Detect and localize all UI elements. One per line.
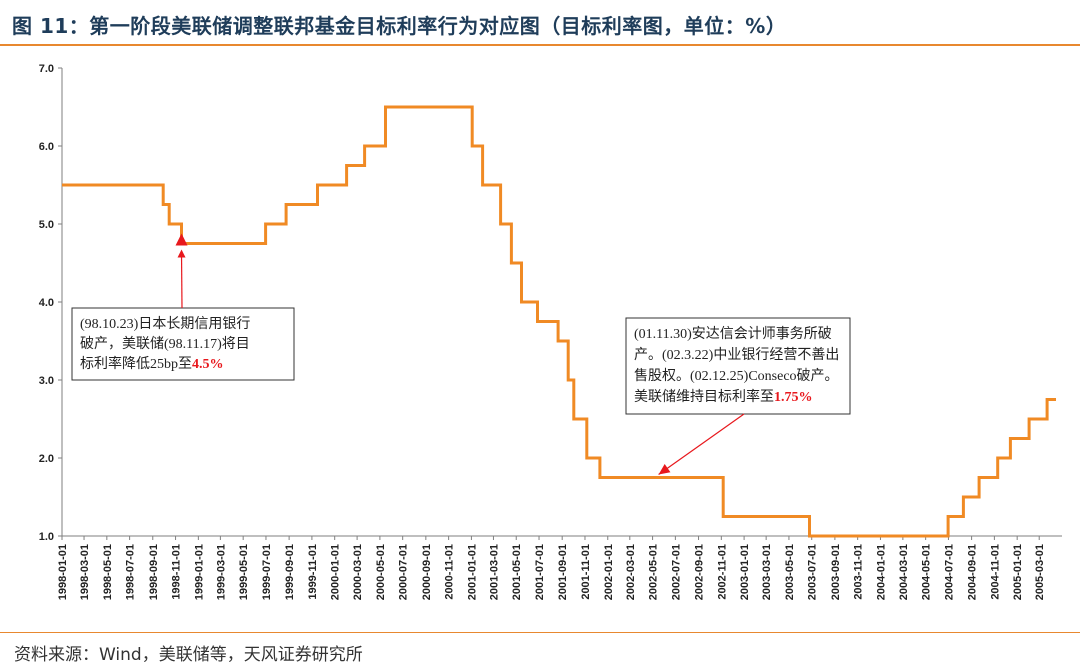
x-tick-label: 2000-05-01 — [375, 544, 387, 600]
annotation-arrowhead — [177, 249, 186, 258]
title-divider — [0, 44, 1080, 46]
x-tick-label: 2003-11-01 — [853, 544, 865, 600]
x-tick-label: 1999-01-01 — [193, 544, 205, 600]
x-tick-label: 2002-03-01 — [625, 544, 637, 600]
x-tick-label: 1999-11-01 — [307, 544, 319, 600]
rate-step-chart: 1.0 2.0 3.0 4.0 5.0 6.0 7.0 1998-01-01 1998-03-0… — [39, 63, 1062, 600]
annotation-text-line: (01.11.30)安达信会计师事务所破 — [634, 326, 832, 342]
annotation-box — [625, 317, 851, 415]
x-tick-label: 1998-03-01 — [79, 544, 91, 600]
x-tick-label: 2003-03-01 — [761, 544, 773, 600]
x-tick-label: 2004-07-01 — [943, 544, 955, 600]
x-tick-label: 2002-07-01 — [670, 544, 682, 600]
y-tick-label: 6.0 — [39, 141, 54, 153]
annotation-highlight-value: 4.5% — [192, 357, 224, 372]
x-tick-label: 2001-03-01 — [488, 544, 500, 600]
x-tick-label: 2000-01-01 — [330, 544, 342, 600]
x-tick-label: 2000-09-01 — [421, 544, 433, 600]
x-tick-label: 2004-09-01 — [967, 544, 979, 600]
x-tick-label: 2004-11-01 — [989, 544, 1001, 600]
x-tick-label: 1999-05-01 — [238, 544, 250, 600]
x-tick-label: 1999-09-01 — [284, 544, 296, 600]
annotation-text-line: (98.10.23)日本长期信用银行 — [80, 316, 250, 332]
x-tick-label: 2004-03-01 — [898, 544, 910, 600]
x-tick-label: 2003-05-01 — [784, 544, 796, 600]
annotation-text-line: 美联储维持目标利率至1.75% — [634, 388, 813, 405]
x-tick-label: 1998-05-01 — [102, 544, 114, 600]
x-tick-label: 2002-05-01 — [648, 544, 660, 600]
x-tick-label: 2001-05-01 — [511, 544, 523, 600]
x-tick-label: 1999-03-01 — [215, 544, 227, 600]
annotation-triangle-marker — [175, 233, 188, 246]
y-tick-label: 7.0 — [39, 63, 54, 75]
x-tick-label: 2004-01-01 — [875, 544, 887, 600]
y-tick-label: 3.0 — [39, 375, 54, 387]
x-tick-label: 1998-01-01 — [57, 544, 69, 600]
annotation-arrowhead — [658, 464, 671, 475]
x-tick-label: 2003-09-01 — [830, 544, 842, 600]
annotation-text-line: 产。(02.3.22)中业银行经营不善出 — [634, 347, 839, 363]
x-tick-label: 2005-03-01 — [1034, 544, 1046, 600]
y-tick-label: 5.0 — [39, 219, 54, 231]
x-tick-label: 1998-07-01 — [125, 544, 137, 600]
x-tick-label: 2001-07-01 — [534, 544, 546, 600]
x-tick-label: 1998-09-01 — [148, 544, 160, 600]
x-tick-label: 2000-03-01 — [352, 544, 364, 600]
x-tick-label: 1999-07-01 — [261, 544, 273, 600]
x-tick-label: 2002-01-01 — [603, 544, 615, 600]
x-tick-label: 2000-11-01 — [444, 544, 456, 600]
x-tick-label: 2004-05-01 — [921, 544, 933, 600]
x-tick-label: 1998-11-01 — [171, 544, 183, 600]
annotation-text-line: 标利率降低25bp至4.5% — [80, 355, 224, 372]
y-tick-label: 2.0 — [39, 453, 54, 465]
x-tick-label: 2002-09-01 — [694, 544, 706, 600]
rate-series-line — [62, 105, 1056, 538]
annotation-text-line: 售股权。(02.12.25)Conseco破产。 — [634, 368, 839, 384]
chart-container: 1.0 2.0 3.0 4.0 5.0 6.0 7.0 1998-01-01 1998-03-0… — [0, 50, 1080, 630]
source-note: 资料来源：Wind，美联储等，天风证券研究所 — [14, 645, 363, 665]
x-tick-label: 2001-09-01 — [557, 544, 569, 600]
annotation-pointer-line — [658, 413, 745, 475]
annotation-box — [71, 307, 295, 381]
annotation-text-line: 破产，美联储(98.11.17)将目 — [80, 336, 250, 352]
y-tick-label: 4.0 — [39, 297, 54, 309]
x-tick-label: 2002-11-01 — [716, 544, 728, 600]
figure-title: 图 11：第一阶段美联储调整联邦基金目标利率行为对应图（目标利率图，单位：%） — [12, 14, 787, 38]
x-tick-label: 2003-01-01 — [739, 544, 751, 600]
x-tick-label: 2001-11-01 — [580, 544, 592, 600]
x-tick-label: 2003-07-01 — [807, 544, 819, 600]
y-tick-label: 1.0 — [39, 531, 54, 543]
x-tick-label: 2005-01-01 — [1012, 544, 1024, 600]
annotation-highlight-value: 1.75% — [774, 390, 813, 405]
x-tick-label: 2001-01-01 — [466, 544, 478, 600]
x-tick-label: 2000-07-01 — [398, 544, 410, 600]
source-divider — [0, 632, 1080, 633]
